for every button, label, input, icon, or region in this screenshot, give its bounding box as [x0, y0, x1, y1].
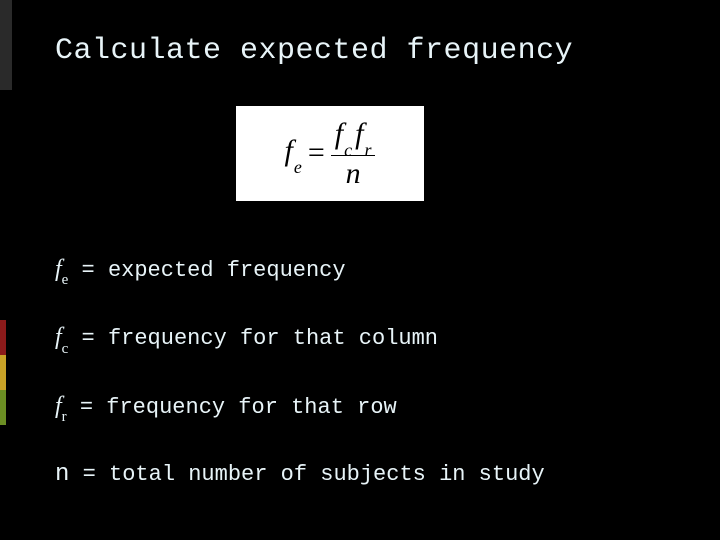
def-sub: c — [62, 341, 69, 357]
formula-lhs-sub: e — [294, 157, 302, 177]
def-sub: r — [62, 409, 67, 425]
formula-denominator: n — [342, 157, 365, 190]
def-text: = total number of subjects in study — [69, 462, 544, 487]
formula: fe = fcfr n — [285, 117, 376, 191]
def-var: f — [55, 256, 62, 282]
formula-equals: = — [308, 136, 325, 170]
num-var2: f — [355, 117, 363, 150]
formula-box: fe = fcfr n — [236, 106, 424, 201]
num-sub1: c — [344, 140, 352, 160]
def-var: f — [55, 393, 62, 419]
def-var: f — [55, 324, 62, 350]
left-accent-bar — [0, 0, 12, 540]
definitions-list: fe = expected frequency fc = frequency f… — [55, 256, 545, 491]
accent-segment — [0, 390, 6, 425]
definition-row: fe = expected frequency — [55, 256, 545, 286]
def-text: = frequency for that row — [67, 395, 397, 420]
definition-row: fr = frequency for that row — [55, 393, 545, 423]
slide-title: Calculate expected frequency — [55, 34, 573, 68]
formula-fraction: fcfr n — [331, 117, 376, 191]
num-sub2: r — [364, 140, 371, 160]
accent-segment — [0, 320, 6, 355]
accent-dark-block — [0, 0, 12, 90]
num-var1: f — [335, 117, 343, 150]
definition-row: n = total number of subjects in study — [55, 461, 545, 490]
def-text: = frequency for that column — [68, 326, 438, 351]
formula-lhs: fe — [285, 134, 302, 172]
def-text: = expected frequency — [68, 258, 345, 283]
accent-segment — [0, 355, 6, 390]
def-sub: e — [62, 272, 69, 288]
definition-row: fc = frequency for that column — [55, 324, 545, 354]
formula-numerator: fcfr — [331, 117, 376, 155]
def-var: n — [55, 461, 69, 488]
formula-lhs-var: f — [285, 134, 293, 167]
